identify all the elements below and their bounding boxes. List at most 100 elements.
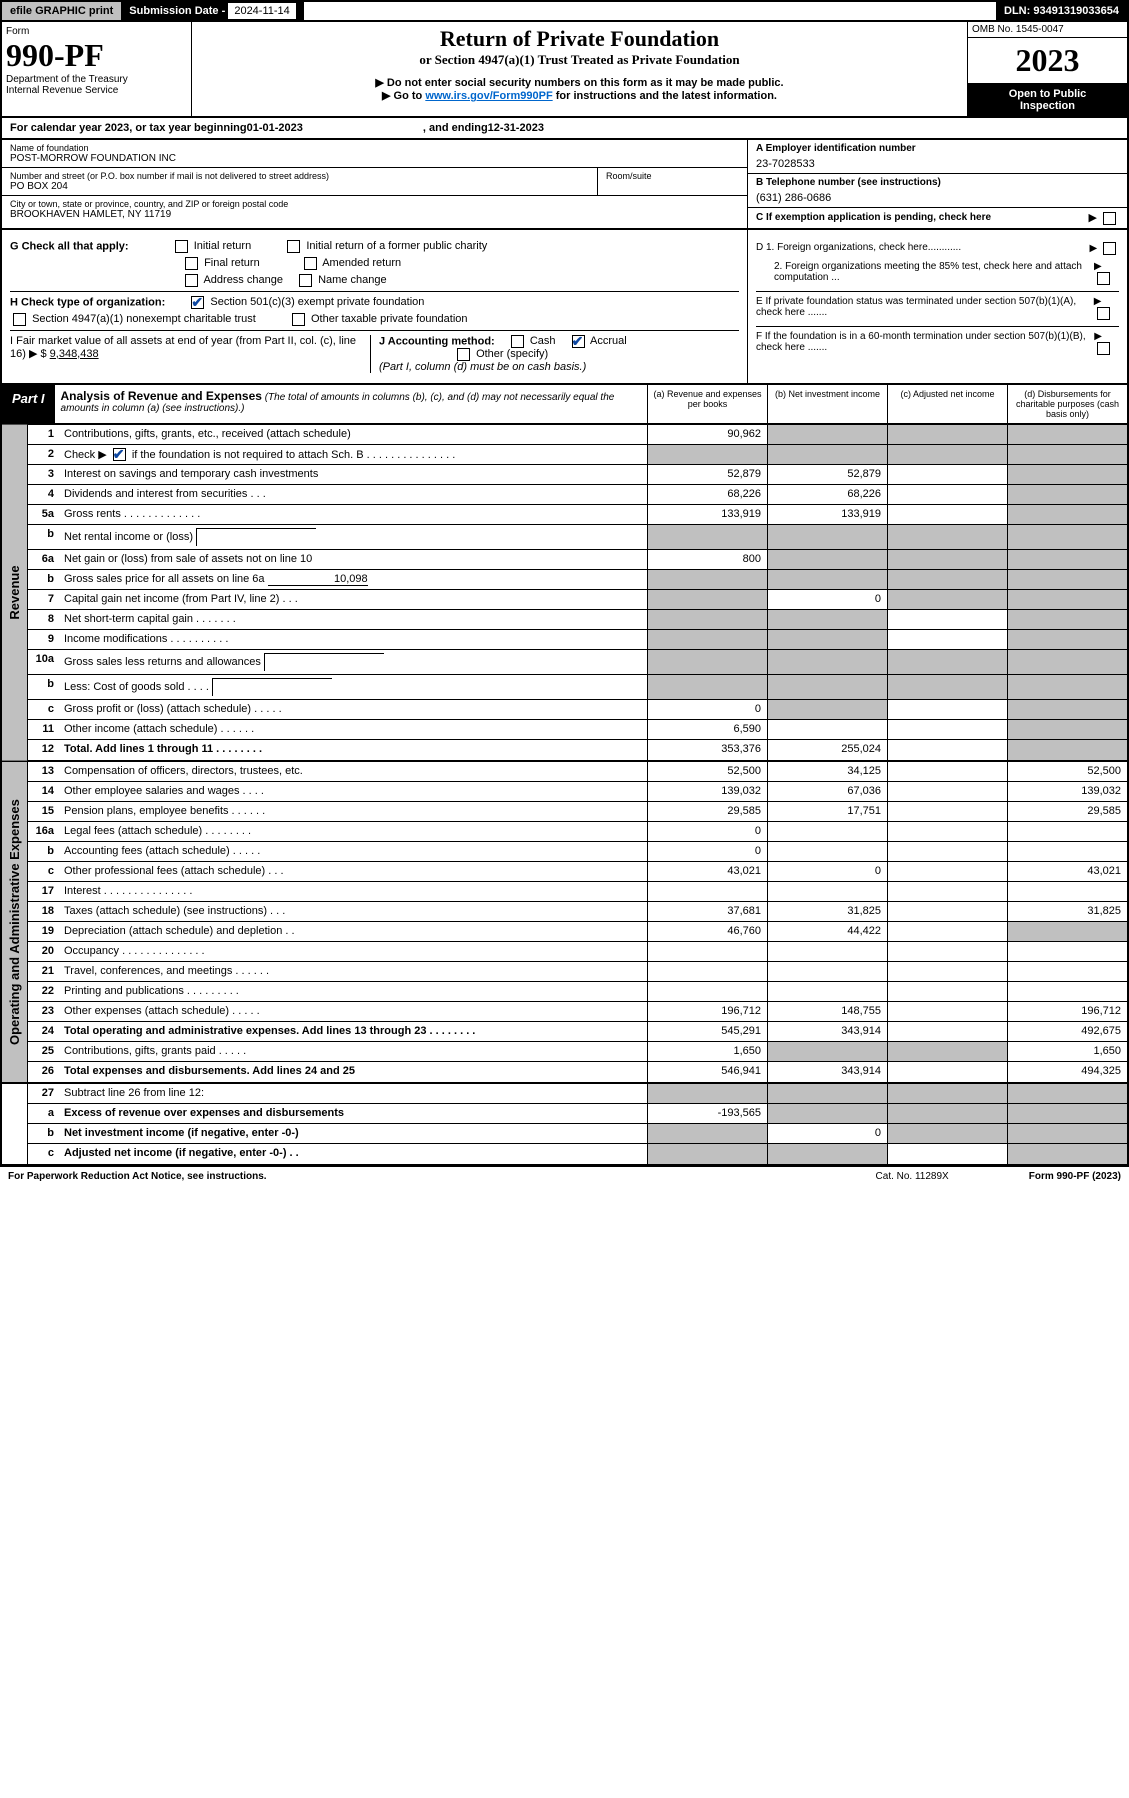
- amended-cb[interactable]: [304, 257, 317, 270]
- line-14-desc: Other employee salaries and wages . . . …: [60, 782, 647, 801]
- g-check-row: G Check all that apply: Initial return I…: [10, 240, 739, 253]
- line-27b-desc: Net investment income (if negative, ente…: [60, 1124, 647, 1143]
- revenue-table: Revenue 1Contributions, gifts, grants, e…: [0, 425, 1129, 763]
- line-27a-desc: Excess of revenue over expenses and disb…: [60, 1104, 647, 1123]
- col-b-header: (b) Net investment income: [767, 385, 887, 423]
- other-acct-cb[interactable]: [457, 348, 470, 361]
- form-word: Form: [6, 26, 187, 37]
- expenses-side-label: Operating and Administrative Expenses: [2, 762, 28, 1082]
- other-taxable-cb[interactable]: [292, 313, 305, 326]
- cash-basis-note: (Part I, column (d) must be on cash basi…: [379, 361, 586, 373]
- calendar-year-line: For calendar year 2023, or tax year begi…: [0, 118, 1129, 140]
- line-18-desc: Taxes (attach schedule) (see instruction…: [60, 902, 647, 921]
- initial-return-cb[interactable]: [175, 240, 188, 253]
- col-c-header: (c) Adjusted net income: [887, 385, 1007, 423]
- open-public: Open to PublicInspection: [968, 84, 1127, 116]
- line-19-desc: Depreciation (attach schedule) and deple…: [60, 922, 647, 941]
- line-16c-desc: Other professional fees (attach schedule…: [60, 862, 647, 881]
- e-label: E If private foundation status was termi…: [756, 296, 1094, 318]
- form-subtitle: or Section 4947(a)(1) Trust Treated as P…: [222, 52, 937, 68]
- line-16b-desc: Accounting fees (attach schedule) . . . …: [60, 842, 647, 861]
- entity-block: Name of foundation POST-MORROW FOUNDATIO…: [0, 140, 1129, 230]
- top-bar: efile GRAPHIC print Submission Date - 20…: [0, 0, 1129, 22]
- pra-notice: For Paperwork Reduction Act Notice, see …: [8, 1171, 876, 1182]
- exemption-pending-label: C If exemption application is pending, c…: [756, 212, 991, 223]
- line-5b-desc: Net rental income or (loss): [60, 525, 647, 549]
- col-a-header: (a) Revenue and expenses per books: [647, 385, 767, 423]
- line-20-desc: Occupancy . . . . . . . . . . . . . .: [60, 942, 647, 961]
- exemption-checkbox[interactable]: [1103, 212, 1116, 225]
- final-return-cb[interactable]: [185, 257, 198, 270]
- line-10b-desc: Less: Cost of goods sold . . . .: [60, 675, 647, 699]
- room-suite: Room/suite: [597, 168, 747, 195]
- line-10a-desc: Gross sales less returns and allowances: [60, 650, 647, 674]
- address-change-cb[interactable]: [185, 274, 198, 287]
- name-change-cb[interactable]: [299, 274, 312, 287]
- ein-label: A Employer identification number: [756, 143, 1119, 154]
- line-5a-desc: Gross rents . . . . . . . . . . . . .: [60, 505, 647, 524]
- terminated-cb[interactable]: [1097, 307, 1110, 320]
- line-21-desc: Travel, conferences, and meetings . . . …: [60, 962, 647, 981]
- subdate-label: Submission Date - 2024-11-14: [121, 2, 303, 20]
- line-7-desc: Capital gain net income (from Part IV, l…: [60, 590, 647, 609]
- foundation-name-label: Name of foundation: [10, 143, 739, 153]
- sch-b-cb[interactable]: [113, 448, 126, 461]
- foreign-org-cb[interactable]: [1103, 242, 1116, 255]
- tax-year: 2023: [968, 38, 1127, 84]
- line-8-desc: Net short-term capital gain . . . . . . …: [60, 610, 647, 629]
- line-24-desc: Total operating and administrative expen…: [60, 1022, 647, 1041]
- summary-table: 27Subtract line 26 from line 12: aExcess…: [0, 1084, 1129, 1166]
- footer: For Paperwork Reduction Act Notice, see …: [0, 1166, 1129, 1186]
- city-label: City or town, state or province, country…: [10, 199, 739, 209]
- city-state-zip: BROOKHAVEN HAMLET, NY 11719: [10, 209, 739, 220]
- dept-treasury: Department of the Treasury: [6, 74, 187, 85]
- phone-label: B Telephone number (see instructions): [756, 177, 1119, 188]
- line-16a-desc: Legal fees (attach schedule) . . . . . .…: [60, 822, 647, 841]
- line-3-desc: Interest on savings and temporary cash i…: [60, 465, 647, 484]
- line-26-desc: Total expenses and disbursements. Add li…: [60, 1062, 647, 1082]
- line-17-desc: Interest . . . . . . . . . . . . . . .: [60, 882, 647, 901]
- address: PO BOX 204: [10, 181, 589, 192]
- line-27c-desc: Adjusted net income (if negative, enter …: [60, 1144, 647, 1164]
- initial-former-cb[interactable]: [287, 240, 300, 253]
- line-2-desc: Check ▶ if the foundation is not require…: [60, 445, 647, 465]
- part1-desc: Analysis of Revenue and Expenses (The to…: [55, 385, 647, 423]
- col-d-header: (d) Disbursements for charitable purpose…: [1007, 385, 1127, 423]
- tax-year-end: 12-31-2023: [488, 122, 544, 134]
- line-15-desc: Pension plans, employee benefits . . . .…: [60, 802, 647, 821]
- dept-irs: Internal Revenue Service: [6, 85, 187, 96]
- omb-number: OMB No. 1545-0047: [968, 22, 1127, 38]
- form-number: 990-PF: [6, 37, 187, 74]
- line-10c-desc: Gross profit or (loss) (attach schedule)…: [60, 700, 647, 719]
- 4947-cb[interactable]: [13, 313, 26, 326]
- accrual-cb[interactable]: [572, 335, 585, 348]
- part1-label: Part I: [2, 385, 55, 423]
- line-25-desc: Contributions, gifts, grants paid . . . …: [60, 1042, 647, 1061]
- dln: DLN: 93491319033654: [996, 2, 1127, 20]
- tax-year-begin: 01-01-2023: [247, 122, 303, 134]
- form-number-footer: Form 990-PF (2023): [1029, 1171, 1121, 1182]
- irs-link[interactable]: www.irs.gov/Form990PF: [425, 90, 552, 102]
- cat-number: Cat. No. 11289X: [876, 1171, 949, 1182]
- foundation-name: POST-MORROW FOUNDATION INC: [10, 153, 739, 164]
- revenue-side-label: Revenue: [2, 425, 28, 761]
- form-title: Return of Private Foundation: [222, 26, 937, 52]
- form-header: Form 990-PF Department of the Treasury I…: [0, 22, 1129, 118]
- ein: 23-7028533: [756, 154, 1119, 170]
- line-9-desc: Income modifications . . . . . . . . . .: [60, 630, 647, 649]
- efile-label: efile GRAPHIC print: [2, 2, 121, 20]
- line-22-desc: Printing and publications . . . . . . . …: [60, 982, 647, 1001]
- goto-note: ▶ Go to www.irs.gov/Form990PF for instru…: [222, 89, 937, 102]
- 60month-cb[interactable]: [1097, 342, 1110, 355]
- line-23-desc: Other expenses (attach schedule) . . . .…: [60, 1002, 647, 1021]
- part1-header: Part I Analysis of Revenue and Expenses …: [0, 385, 1129, 425]
- 501c3-cb[interactable]: [191, 296, 204, 309]
- 85pct-cb[interactable]: [1097, 272, 1110, 285]
- d2-label: 2. Foreign organizations meeting the 85%…: [756, 261, 1094, 283]
- line-6a-desc: Net gain or (loss) from sale of assets n…: [60, 550, 647, 569]
- cash-cb[interactable]: [511, 335, 524, 348]
- submission-date: 2024-11-14: [228, 3, 295, 19]
- line-1-a: 90,962: [647, 425, 767, 444]
- line-13-desc: Compensation of officers, directors, tru…: [60, 762, 647, 781]
- line-12-desc: Total. Add lines 1 through 11 . . . . . …: [60, 740, 647, 760]
